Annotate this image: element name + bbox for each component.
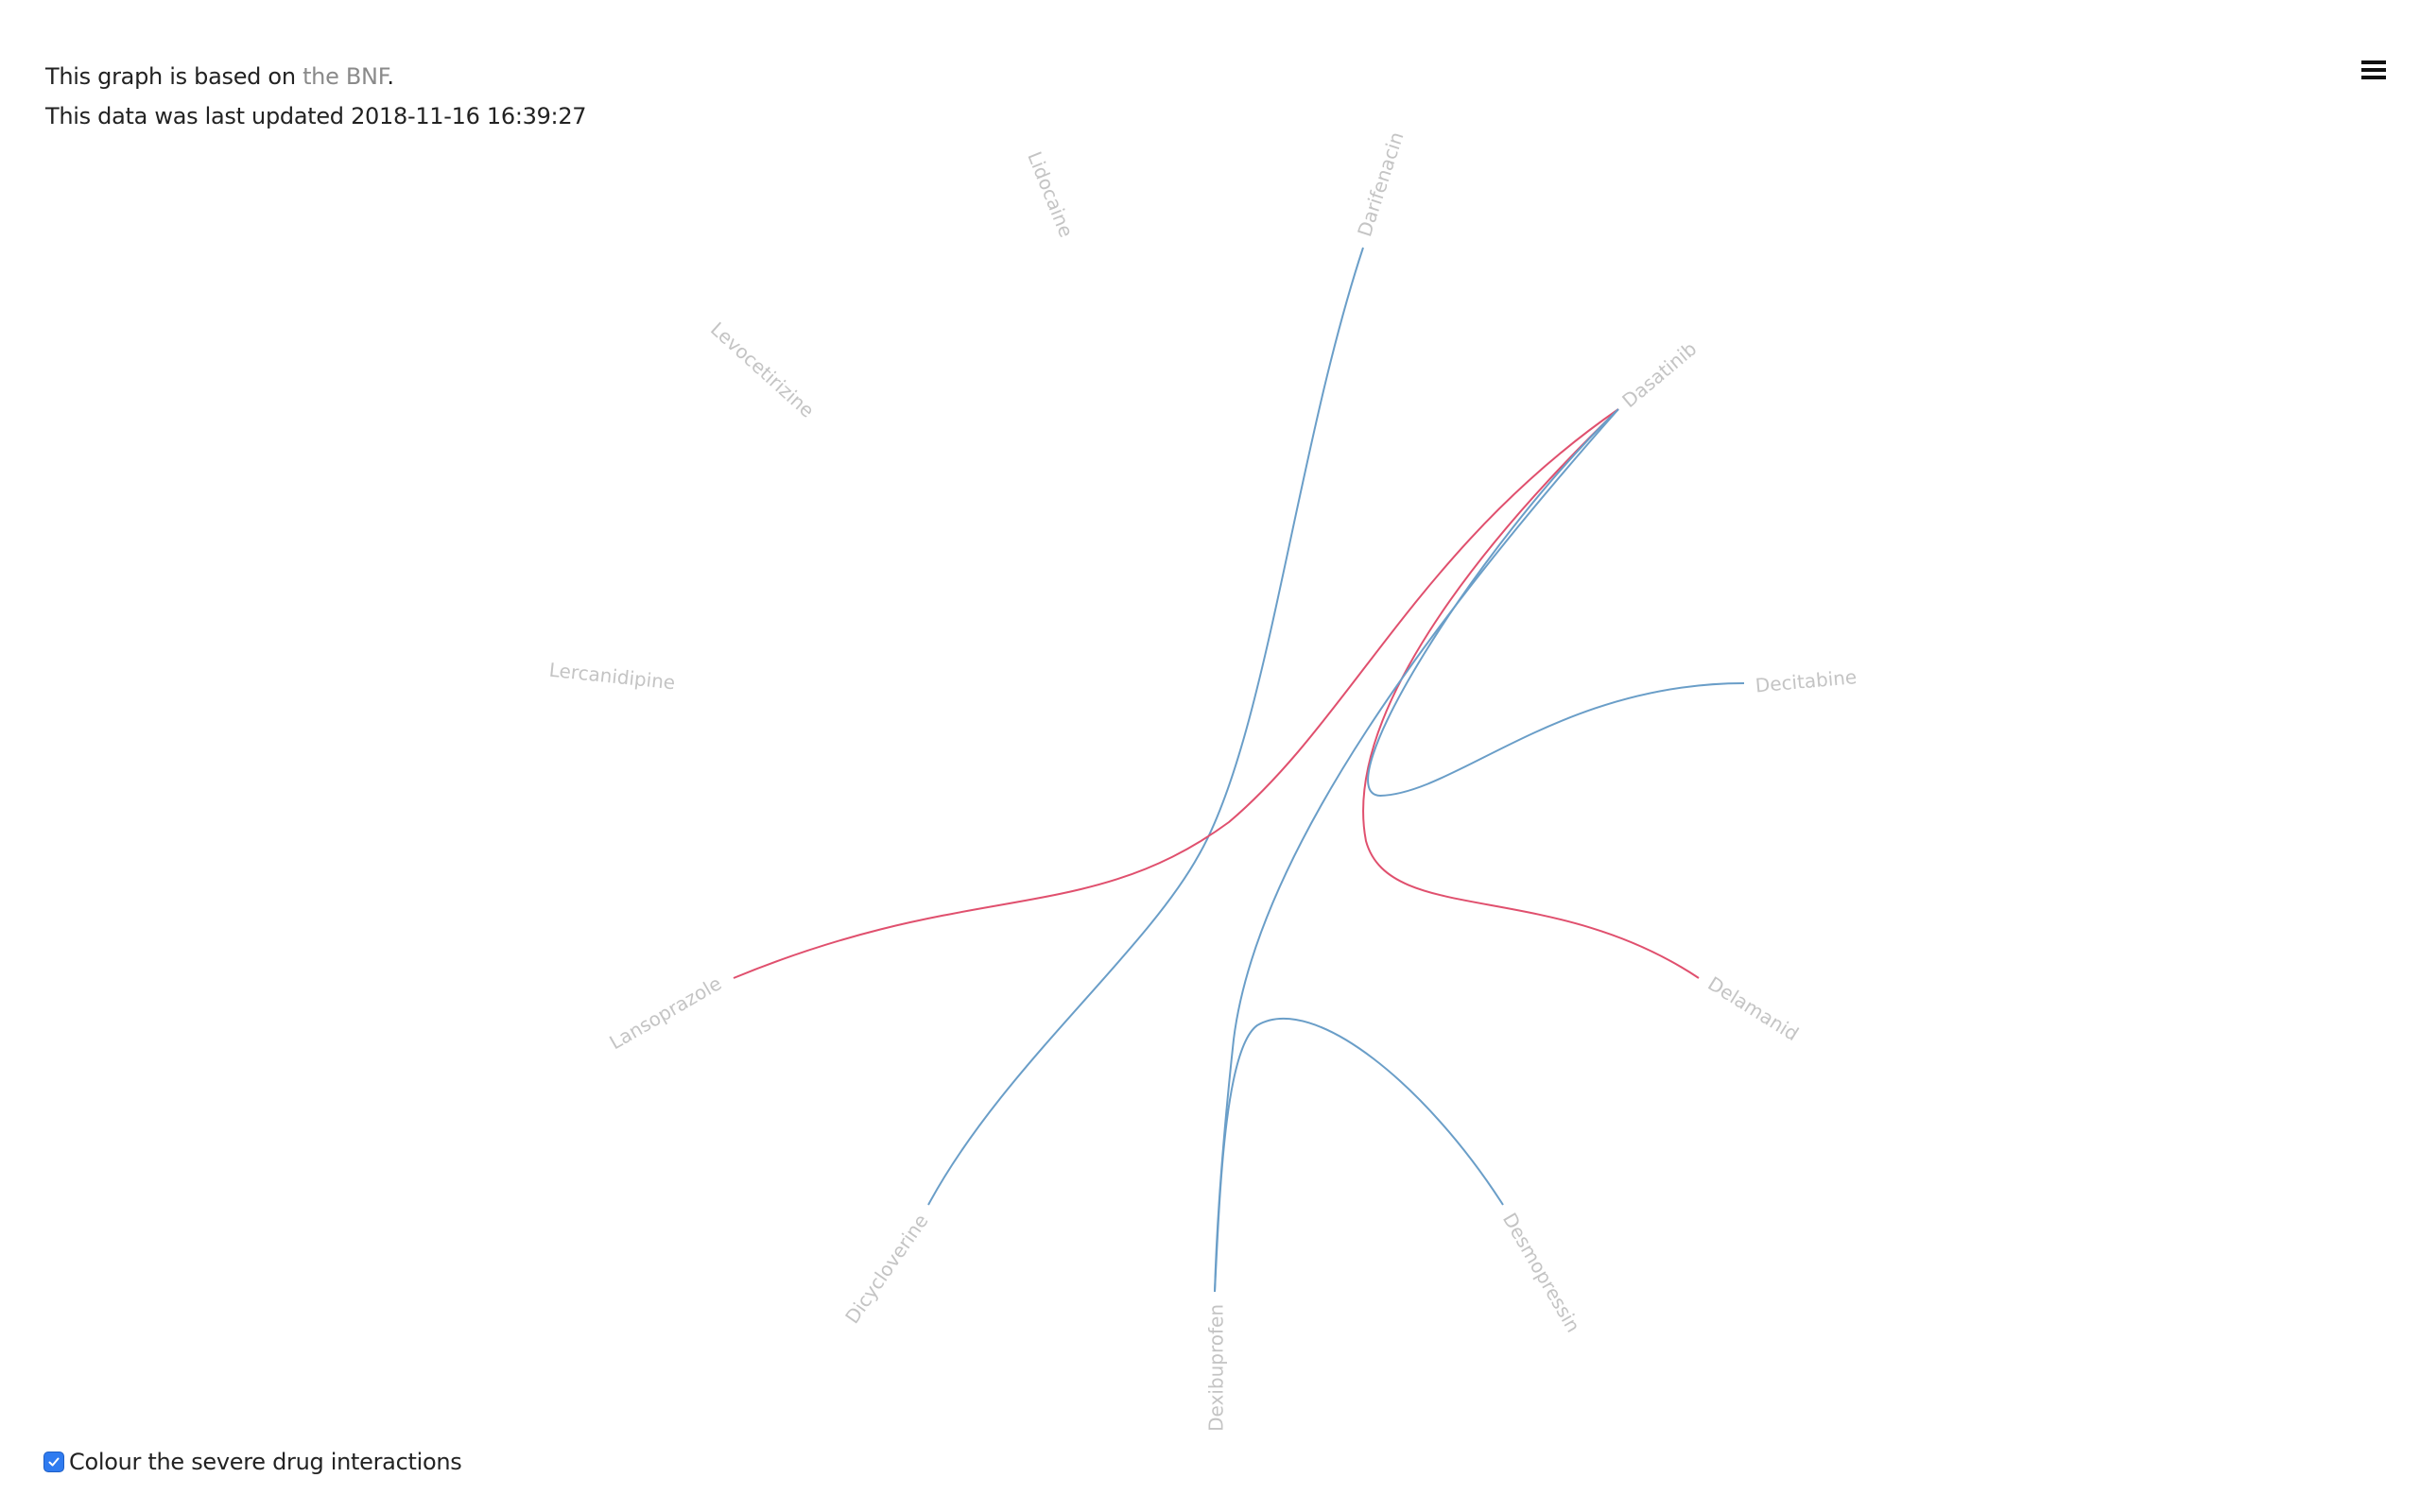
drug-label-dicycloverine[interactable]: Dicycloverine [840,1210,932,1328]
interaction-link-desmopressin-dexibuprofen[interactable] [1214,1017,1504,1293]
severe-colour-label: Colour the severe drug interactions [69,1449,462,1475]
last-updated-note: This data was last updated 2018-11-16 16… [45,96,587,136]
drug-label-darifenacin[interactable]: Darifenacin [1353,129,1408,240]
hamburger-menu-icon[interactable] [2361,59,2386,81]
severe-colour-checkbox[interactable] [43,1452,64,1472]
bnf-link[interactable]: the BNF [302,63,388,90]
interaction-link-dasatinib-delamanid[interactable] [1362,408,1700,979]
drug-label-decitabine[interactable]: Decitabine [1754,665,1858,696]
interaction-links [733,247,1745,1293]
checkmark-icon [48,1457,60,1467]
menu-bar [2361,76,2386,79]
last-updated-value: 2018-11-16 16:39:27 [351,103,587,129]
interaction-link-darifenacin-dicycloverine[interactable] [927,247,1364,1206]
menu-bar [2361,68,2386,72]
source-note-prefix: This graph is based on [45,63,303,90]
info-panel: This graph is based on the BNF. This dat… [45,57,587,136]
drug-label-desmopressin[interactable]: Desmopressin [1498,1209,1585,1336]
drug-label-levocetirizine[interactable]: Levocetirizine [706,318,819,422]
interaction-link-dasatinib-dexibuprofen[interactable] [1214,408,1619,1293]
source-note: This graph is based on the BNF. [45,57,586,96]
last-updated-prefix: This data was last updated [45,103,352,129]
drug-label-lidocaine[interactable]: Lidocaine [1023,148,1078,240]
drug-labels: Lidocaine Darifenacin Dasatinib Decitabine D… [548,129,1858,1432]
interaction-link-dasatinib-decitabine[interactable] [1367,408,1745,798]
drug-label-lansoprazole[interactable]: Lansoprazole [606,971,726,1054]
drug-label-dasatinib[interactable]: Dasatinib [1617,337,1701,412]
severe-colour-toggle[interactable]: Colour the severe drug interactions [43,1449,462,1475]
source-note-suffix: . [387,63,394,90]
menu-bar [2361,60,2386,64]
drug-label-lercanidipine[interactable]: Lercanidipine [548,659,677,695]
interaction-link-dasatinib-lansoprazole[interactable] [733,408,1619,979]
drug-label-delamanid[interactable]: Delamanid [1703,972,1802,1046]
drug-label-dexibuprofen[interactable]: Dexibuprofen [1205,1304,1228,1432]
